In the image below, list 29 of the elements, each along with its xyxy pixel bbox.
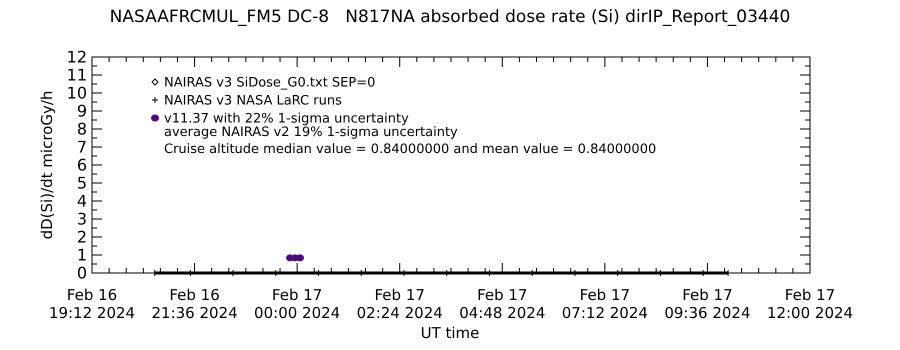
x-tick-label: Feb 17 02:24 2024 [356, 286, 443, 322]
y-tick-label: 12 [66, 48, 87, 67]
chart-title: NASAAFRCMUL_FM5 DC-8 N817NA absorbed dose rate (Si) dirIP_Report_03440 [110, 7, 790, 27]
y-tick-label: 7 [76, 138, 87, 157]
y-tick-label: 10 [66, 84, 87, 103]
legend-label: v11.37 with 22% 1-sigma uncertainty [164, 112, 410, 127]
x-tick-label: Feb 17 00:00 2024 [254, 286, 340, 322]
y-tick-label: 3 [76, 210, 87, 229]
legend-label: NAIRAS v3 NASA LaRC runs [164, 94, 342, 109]
x-tick-label: Feb 16 21:36 2024 [151, 286, 238, 322]
y-tick-label: 9 [76, 102, 87, 121]
x-tick-label: Feb 16 19:12 2024 [48, 286, 136, 322]
y-tick-label: 0 [76, 264, 87, 283]
x-axis-title: UT time [420, 324, 480, 342]
x-tick-label: Feb 17 04:48 2024 [459, 286, 546, 322]
y-axis-title: dD(Si)/dt microGy/h [38, 90, 56, 240]
legend-label: NAIRAS v3 SiDose_G0.txt SEP=0 [164, 76, 376, 91]
y-tick-label: 8 [76, 120, 87, 139]
annotation: average NAIRAS v2 19% 1-sigma uncertainty [164, 125, 458, 140]
y-tick-label: 11 [66, 66, 87, 85]
x-tick-label: Feb 17 09:36 2024 [664, 286, 751, 322]
y-tick-label: 5 [76, 174, 87, 193]
x-tick-label: Feb 17 07:12 2024 [562, 286, 648, 322]
y-tick-label: 2 [76, 228, 87, 247]
y-tick-label: 4 [76, 192, 87, 211]
annotation: Cruise altitude median value = 0.84000000 and mean value = 0.84000000 [164, 142, 656, 157]
y-tick-label: 1 [76, 246, 87, 265]
y-tick-label: 6 [76, 156, 87, 175]
x-tick-label: Feb 17 12:00 2024 [766, 286, 854, 322]
